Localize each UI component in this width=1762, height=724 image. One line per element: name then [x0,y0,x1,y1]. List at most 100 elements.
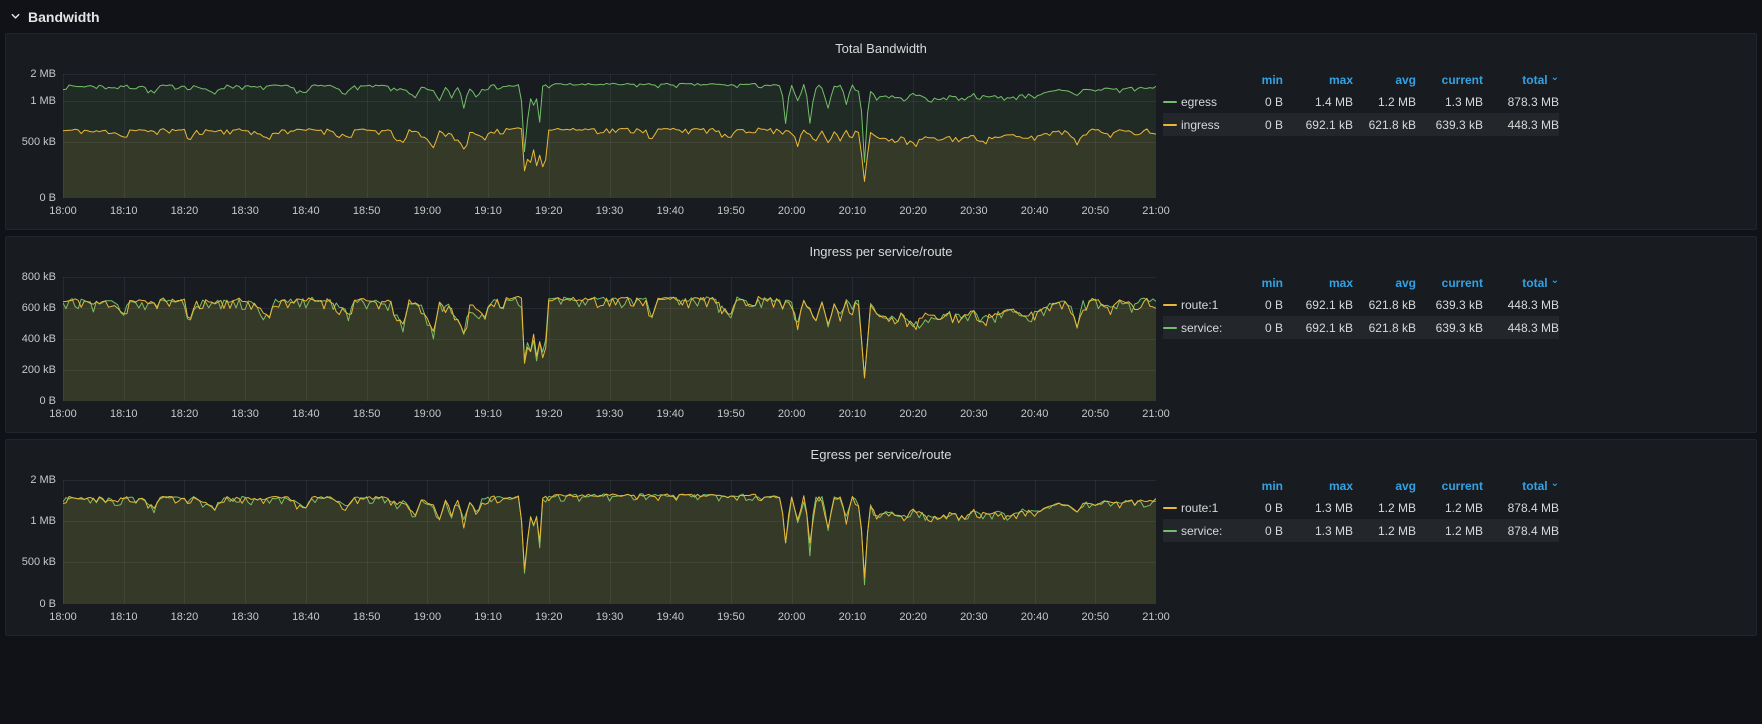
legend-col-label: min [1261,73,1283,87]
panel-title[interactable]: Total Bandwidth [835,41,927,56]
chart-plot[interactable] [63,277,1156,401]
legend-value-current: 1.3 MB [1444,94,1483,109]
x-tick-label: 19:20 [535,408,563,420]
x-tick-label: 18:40 [292,205,320,217]
legend-value-max: 1.3 MB [1314,523,1353,538]
legend-col-total[interactable]: total ⌄ [1483,479,1559,494]
x-tick-label: 20:10 [838,611,867,623]
legend-col-min[interactable]: min [1235,73,1283,87]
panel-title[interactable]: Egress per service/route [810,447,952,462]
series-area-route-1 [63,296,1156,401]
series-color-dash-icon [1163,326,1177,329]
legend-value-avg: 621.8 kB [1368,117,1416,132]
legend-col-label: min [1261,276,1283,290]
y-tick-label: 500 kB [21,555,56,568]
legend-col-avg[interactable]: avg [1353,479,1416,493]
x-axis: 18:00 18:10 18:20 18:30 18:40 18:50 19:00 19:10… [49,611,1170,627]
series-area-service [63,493,1156,604]
legend-col-label: max [1328,73,1353,87]
x-tick-label: 18:10 [109,611,138,623]
legend-value-current: 639.3 kB [1435,117,1483,132]
legend-value-current: 639.3 kB [1435,320,1483,335]
dashboard: Bandwidth Total Bandwidth 0 B 500 kB 1 MB 2 … [0,0,1762,636]
legend-value-current: 639.3 kB [1435,297,1483,312]
y-axis: 0 B 500 kB 1 MB 2 MB [6,68,56,204]
legend-col-current[interactable]: current [1416,276,1483,290]
legend-col-total[interactable]: total ⌄ [1483,275,1559,291]
sort-caret-icon: ⌄ [1550,275,1559,286]
x-tick-label: 20:00 [777,205,806,217]
legend-value-max: 692.1 kB [1305,297,1353,312]
sort-caret-icon: ⌄ [1550,72,1559,83]
legend-col-label: current [1441,479,1483,493]
legend-value-min: 0 B [1264,320,1283,335]
y-tick-label: 800 kB [21,271,56,283]
legend-value-total: 878.3 MB [1507,94,1559,109]
legend-series-service[interactable]: service: [1181,523,1223,538]
legend-table: min max avg current total ⌄ route:1 0 B 1.3 MB 1.… [1163,476,1559,542]
x-tick-label: 18:50 [352,205,381,217]
legend-value-avg: 1.2 MB [1377,523,1416,538]
legend-col-current[interactable]: current [1416,73,1483,87]
series-color-dash-icon [1163,123,1177,126]
x-tick-label: 19:00 [413,408,442,420]
x-tick-label: 20:40 [1020,611,1049,623]
legend-value-max: 692.1 kB [1305,320,1353,335]
series-line-egress [63,82,1156,163]
x-tick-label: 21:00 [1142,611,1170,623]
legend-col-total[interactable]: total ⌄ [1483,72,1559,88]
x-tick-label: 20:00 [777,408,806,420]
panel-title[interactable]: Ingress per service/route [809,244,953,259]
row-header-bandwidth[interactable]: Bandwidth [0,0,1762,33]
chevron-down-icon [11,13,20,19]
panel-total-bandwidth: Total Bandwidth 0 B 500 kB 1 MB 2 MB 18:00 18:… [5,33,1757,230]
x-tick-label: 19:30 [595,408,624,420]
x-tick-label: 18:10 [109,408,138,420]
legend-col-min[interactable]: min [1235,479,1283,493]
panel-egress-per-service-route: Egress per service/route 0 B 500 kB 1 MB 2 M… [5,439,1757,636]
y-axis: 0 B 200 kB 400 kB 600 kB 800 kB [6,271,56,407]
legend-col-max[interactable]: max [1283,276,1353,290]
legend-value-total: 878.4 MB [1507,523,1559,538]
y-tick-label: 1 MB [30,514,56,527]
legend-series-egress[interactable]: egress [1181,94,1218,109]
legend-col-max[interactable]: max [1283,73,1353,87]
legend-swatch [1163,326,1181,329]
legend-value-min: 0 B [1264,523,1283,538]
legend-col-min[interactable]: min [1235,276,1283,290]
x-tick-label: 19:40 [656,611,684,623]
x-tick-label: 20:00 [777,611,806,623]
series-line-service [63,493,1156,586]
legend-row-route-1: route:1 0 B 1.3 MB 1.2 MB 1.2 MB 878.4 MB [1163,496,1559,519]
chart-plot[interactable] [63,74,1156,198]
x-tick-label: 19:10 [474,408,502,420]
legend-value-min: 0 B [1264,500,1283,515]
x-tick-label: 18:50 [352,408,381,420]
legend-col-current[interactable]: current [1416,479,1483,493]
legend-col-avg[interactable]: avg [1353,73,1416,87]
legend-header-row: min max avg current total ⌄ [1163,273,1559,293]
grid-lines [63,74,1156,198]
legend-series-ingress[interactable]: ingress [1181,117,1220,132]
x-tick-label: 18:10 [109,205,138,217]
x-tick-label: 19:10 [474,205,502,217]
legend-value-min: 0 B [1264,94,1283,109]
legend-value-max: 692.1 kB [1305,117,1353,132]
legend-col-avg[interactable]: avg [1353,276,1416,290]
grid-lines [63,277,1156,401]
y-tick-label: 200 kB [21,364,56,376]
x-tick-label: 20:50 [1081,205,1110,217]
y-tick-label: 1 MB [30,95,56,108]
legend-swatch [1163,529,1181,532]
series-color-dash-icon [1163,303,1177,306]
series-color-dash-icon [1163,529,1177,532]
legend-row-service: service: 0 B 692.1 kB 621.8 kB 639.3 kB 448.3… [1163,316,1559,339]
legend-series-service[interactable]: service: [1181,320,1223,335]
legend-value-total: 448.3 MB [1507,320,1559,335]
legend-series-route-1[interactable]: route:1 [1181,500,1219,515]
legend-series-route-1[interactable]: route:1 [1181,297,1219,312]
series-line-route-1 [63,295,1156,379]
legend-col-label: total [1522,73,1548,87]
legend-col-max[interactable]: max [1283,479,1353,493]
chart-plot[interactable] [63,480,1156,604]
